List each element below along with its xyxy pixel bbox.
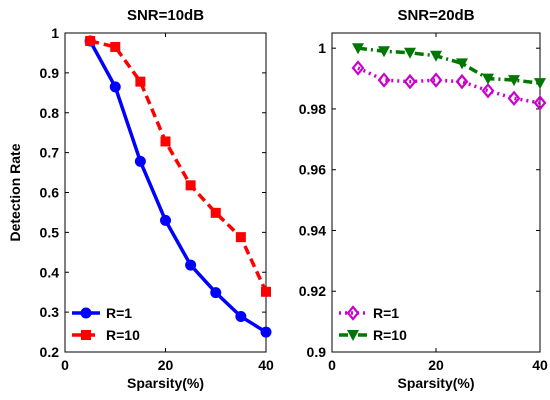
y-tick-label: 0.6: [40, 185, 60, 201]
right-panel-snr20: SNR=20dB 0 20 40 0.9 0.92 0.94 0.96 0.98 1 Sparsit…: [299, 7, 548, 391]
x-tick-label: 20: [158, 357, 174, 373]
data-point: [210, 287, 222, 299]
data-point: [85, 35, 96, 46]
legend-marker: [81, 330, 91, 340]
data-point: [377, 72, 391, 88]
x-tick-label: 20: [428, 357, 444, 373]
series-line: [357, 46, 541, 85]
data-point: [455, 73, 469, 90]
legend-label: R=10: [373, 327, 407, 343]
data-point: [160, 214, 171, 226]
legend: R=1 R=10: [336, 298, 408, 350]
series-r-1: [351, 60, 547, 111]
data-point: [134, 155, 146, 167]
data-point: [533, 95, 547, 111]
data-point: [185, 259, 197, 271]
legend: R=1 R=10: [69, 298, 141, 350]
series-line: [88, 40, 267, 334]
legend-label: R=1: [373, 305, 399, 321]
y-tick-label: 1: [51, 25, 59, 41]
chart-title: SNR=10dB: [127, 7, 204, 24]
chart-title: SNR=20dB: [397, 7, 474, 24]
data-point: [430, 50, 442, 62]
data-point: [507, 90, 521, 107]
legend-label: R=10: [106, 327, 140, 343]
series-r-10: [352, 43, 546, 90]
data-point: [403, 73, 417, 90]
y-tick-label: 0.2: [40, 344, 60, 360]
y-tick-label: 0.92: [299, 283, 326, 299]
x-tick-label: 0: [61, 357, 69, 373]
y-tick-label: 0.94: [299, 222, 326, 238]
data-point: [456, 58, 468, 70]
series-r-1: [84, 35, 272, 338]
data-point: [110, 41, 121, 52]
data-point: [235, 232, 246, 243]
series-line: [89, 39, 268, 293]
legend-marker: [80, 307, 92, 319]
series-r-10: [85, 35, 271, 297]
x-axis-label: Sparsity(%): [397, 375, 474, 391]
y-axis-label: Detection Rate: [7, 143, 23, 241]
x-tick-label: 40: [258, 357, 274, 373]
data-point: [235, 311, 247, 323]
data-point: [508, 75, 520, 87]
x-axis-label: Sparsity(%): [127, 375, 204, 391]
left-panel-snr10: SNR=10dB 0 20 40 0.2 0.3 0.4 0.5 0.6 0.7 0.8 0.9 1 Sp…: [7, 7, 274, 391]
data-point: [160, 136, 171, 147]
data-point: [404, 47, 416, 59]
y-tick-label: 0.5: [40, 224, 60, 240]
y-tick-label: 1: [318, 40, 326, 56]
data-point: [135, 76, 146, 87]
data-point: [429, 72, 443, 88]
data-point: [378, 46, 390, 58]
data-point: [185, 180, 196, 191]
data-point: [351, 60, 365, 76]
legend-marker: [347, 330, 359, 341]
legend-marker: [346, 305, 360, 321]
y-tick-label: 0.9: [307, 344, 327, 360]
legend-label: R=1: [106, 305, 132, 321]
data-point: [352, 43, 364, 55]
data-point: [109, 81, 121, 93]
y-tick-label: 0.7: [40, 145, 60, 161]
y-tick-label: 0.96: [299, 162, 326, 178]
x-tick-label: 0: [328, 357, 336, 373]
y-tick-label: 0.9: [40, 65, 60, 81]
y-tick-label: 0.3: [40, 304, 60, 320]
y-tick-label: 0.98: [299, 101, 326, 117]
data-point: [210, 207, 221, 218]
y-tick-label: 0.8: [40, 105, 60, 121]
legend-box: [336, 298, 408, 350]
legend-box: [69, 298, 141, 350]
y-tick-label: 0.4: [40, 264, 60, 280]
data-point: [482, 73, 494, 85]
data-point: [260, 326, 272, 338]
data-point: [261, 286, 271, 297]
data-point: [481, 83, 495, 99]
x-tick-label: 40: [532, 357, 548, 373]
data-point: [534, 78, 546, 90]
